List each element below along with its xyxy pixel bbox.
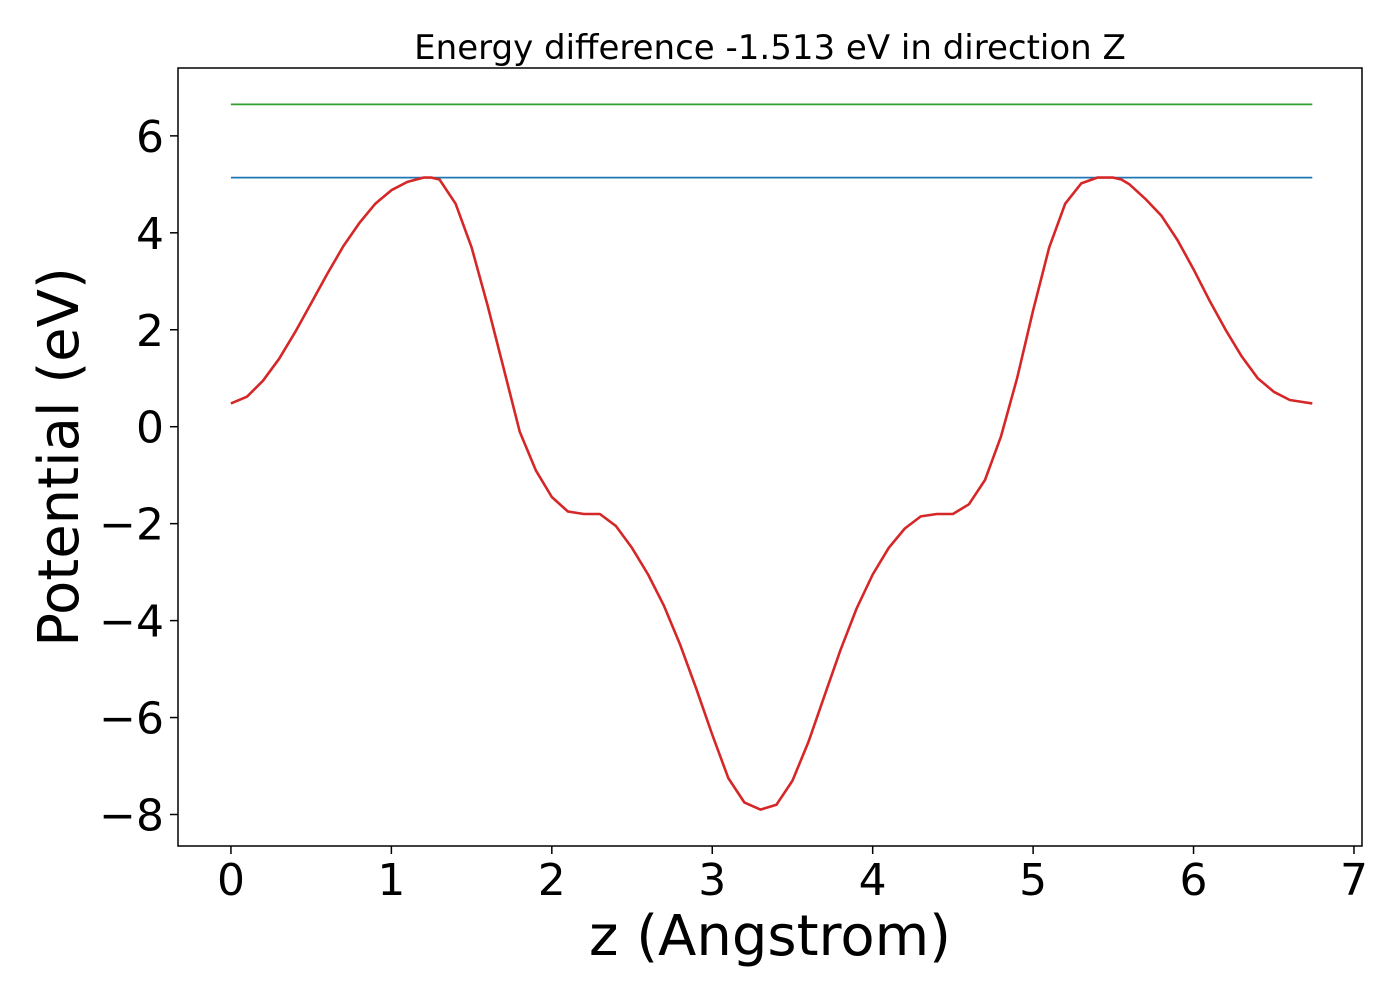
- x-tick-label: 0: [217, 855, 245, 906]
- y-tick-label: 2: [136, 306, 164, 357]
- y-tick-label: −2: [99, 500, 164, 551]
- plot-frame: [177, 67, 1363, 847]
- x-tick-label: 1: [377, 855, 405, 906]
- x-axis-label: z (Angstrom): [589, 904, 951, 969]
- chart-title: Energy difference -1.513 eV in direction…: [414, 28, 1126, 68]
- series-layer: [230, 103, 1313, 811]
- y-tick-label: −8: [99, 790, 164, 841]
- x-tick-label: 6: [1180, 855, 1208, 906]
- y-axis-ticks: −8 −6 −4 −2 0 2 4 6: [99, 112, 178, 841]
- y-tick-label: 0: [136, 403, 164, 454]
- y-tick-label: −4: [99, 597, 164, 648]
- x-tick-label: 5: [1019, 855, 1047, 906]
- x-tick-label: 2: [538, 855, 566, 906]
- series-line-2: [230, 176, 1313, 811]
- x-tick-label: 3: [698, 855, 726, 906]
- x-tick-label: 4: [859, 855, 887, 906]
- y-tick-label: −6: [99, 694, 164, 745]
- x-axis-ticks: 0 1 2 3 4 5 6 7: [217, 846, 1368, 906]
- y-axis-label: Potential (eV): [27, 267, 92, 647]
- y-tick-label: 4: [136, 209, 164, 260]
- y-tick-label: 6: [136, 112, 164, 163]
- x-tick-label: 7: [1340, 855, 1368, 906]
